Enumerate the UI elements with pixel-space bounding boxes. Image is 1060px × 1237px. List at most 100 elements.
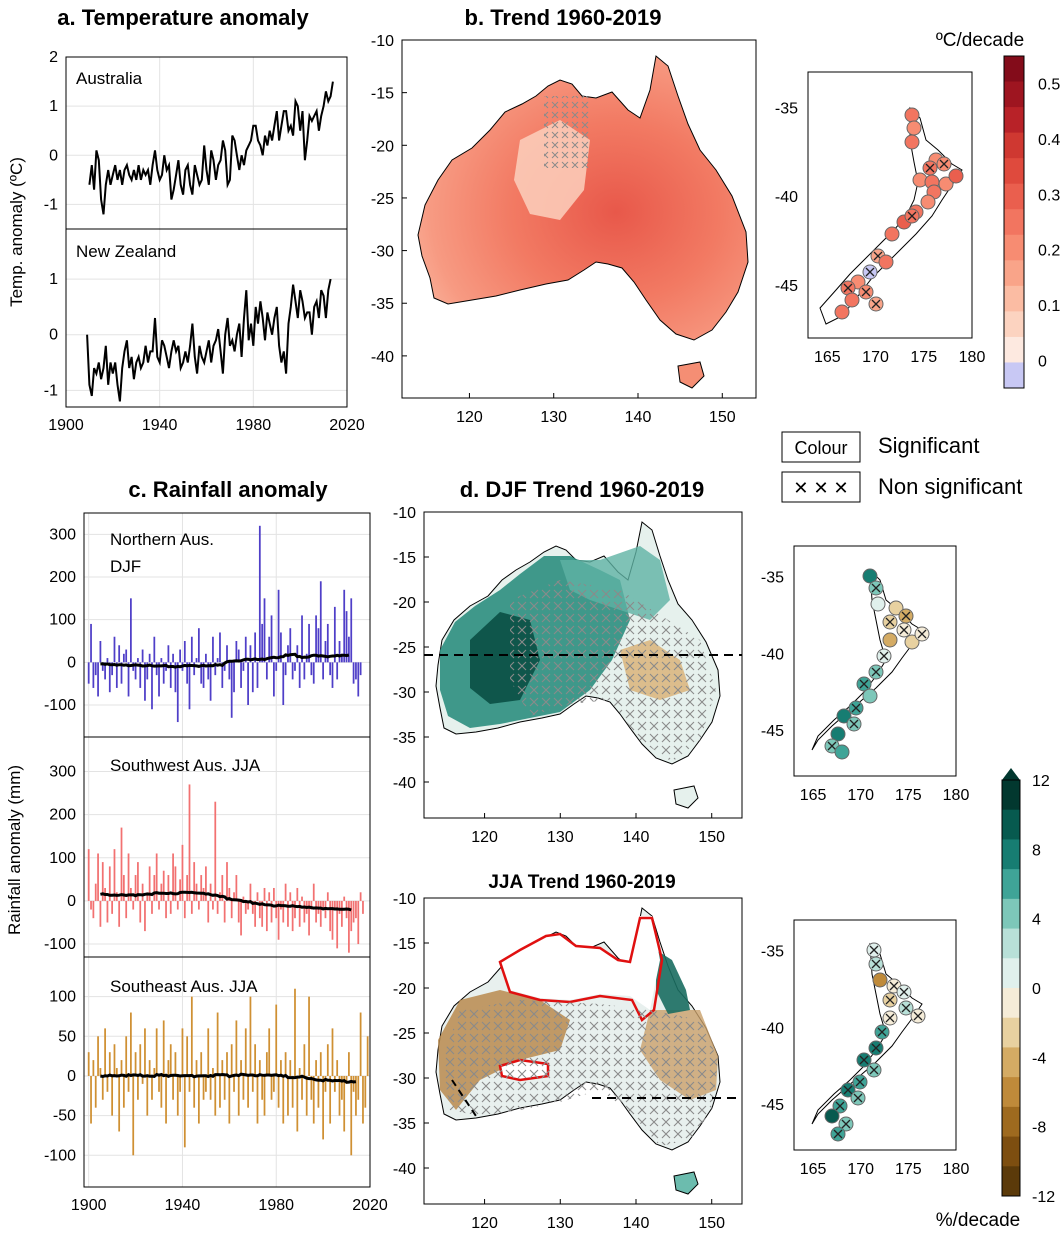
rainfall-bar [319,581,322,663]
rainfall-bar [359,662,362,676]
panel-c-xticks: 1900 1940 1980 2020 [71,1197,388,1214]
rainfall-bar [242,1075,245,1100]
rainfall-bar [190,636,193,663]
rainfall-bar [115,1068,118,1076]
station-marker [844,292,860,308]
map-ytick: -30 [393,1071,416,1088]
northern-aus-bars [87,525,362,723]
nz-ytick: -35 [775,100,798,117]
rainfall-bar [87,849,90,901]
rainfall-bar [99,900,102,927]
rainfall-bar [181,844,184,901]
panel-d-jja-nz-xticks: 165 170 175 180 [800,1161,970,1178]
map-ytick: -10 [393,891,416,908]
rainfall-bar [104,662,106,680]
rainfall-bar [120,827,123,901]
new-zealand-temp-line [86,278,332,402]
rainfall-bar [122,1075,125,1108]
station-cross [865,267,875,277]
c-xtick: 1980 [258,1197,294,1214]
rainfall-bar [195,1060,198,1076]
australia-label: Australia [76,69,143,88]
temp-colorbar-tick: 0.2 [1038,243,1060,260]
rainfall-bar [350,900,353,932]
rainfall-bar [120,662,123,684]
rainfall-bar [207,1028,210,1076]
rainfall-bar [362,1075,364,1124]
rainfall-bar [153,875,156,901]
station-marker [920,194,936,210]
rainfall-bar [169,1044,172,1076]
rainfall-bar [148,1060,151,1076]
rain-colorbar-swatch [1002,1047,1020,1078]
rainfall-bar [205,653,207,663]
rainfall-bar [153,1068,156,1076]
rainfall-bar [237,649,240,663]
nz-xtick: 165 [800,1161,827,1178]
rainfall-bar [296,1075,299,1132]
rainfall-bar [352,662,355,684]
rain-colorbar-tick: -4 [1032,1050,1046,1067]
rainfall-bar [221,662,224,688]
map-xtick: 140 [623,1215,650,1232]
rainfall-bar [247,662,249,705]
rainfall-bar [162,1020,165,1076]
rainfall-bar [287,900,289,927]
rainfall-bar [179,1075,181,1092]
rainfall-bar [212,900,214,910]
rainfall-bar [355,662,357,680]
rainfall-bar [340,653,343,663]
rainfall-bar [270,615,273,663]
rainfall-bar [249,883,252,901]
rainfall-bar [106,900,109,923]
c-ytick: -50 [53,1108,76,1125]
rainfall-bar [308,623,310,663]
rainfall-bar [322,662,324,680]
rain-colorbar-swatch [1002,958,1020,989]
rainfall-bar [139,1044,142,1076]
rainfall-bar [127,853,130,901]
rain-colorbar-swatches [1001,779,1021,1197]
temp-colorbar-ticks: 0.5 0.4 0.3 0.2 0.1 0 [1038,77,1060,371]
rainfall-bar [214,662,217,676]
rainfall-bar [223,662,226,671]
rainfall-bar [240,662,242,688]
rain-colorbar-swatch [1002,839,1020,870]
rainfall-bar [254,1044,257,1076]
rainfall-bar [216,900,219,914]
station-marker [834,744,850,760]
rainfall-bar [200,1052,203,1076]
temp-colorbar: ºC/decade 0.5 0.4 0.3 0.2 0.1 0 [936,30,1060,389]
temp-colorbar-swatch [1004,107,1024,134]
rainfall-bar [326,623,329,663]
rainfall-bar [340,900,343,927]
panel-b-yticks: -10 -15 -20 -25 -30 -35 -40 [371,33,407,366]
rainfall-bar [289,1060,292,1076]
map-ytick: -20 [371,138,394,155]
rainfall-bar [101,862,104,901]
panel-d-jja-yticks: -10 -15 -20 -25 -30 -35 -40 [393,891,429,1178]
rain-colorbar-tick: 0 [1032,981,1041,998]
rainfall-bar [254,632,257,663]
station-cross [925,163,935,173]
station-marker [882,632,898,648]
rainfall-bar [270,900,273,923]
rainfall-bar [132,900,135,910]
panel-d-djf-nz: -35 -40 -45 165 170 175 180 [761,545,969,804]
nz-ytick: -45 [775,278,798,295]
map-ytick: -35 [393,1116,416,1133]
panel-d-jja-title: JJA Trend 1960-2019 [488,872,675,893]
rainfall-bar [122,653,125,663]
rainfall-bar [244,1028,247,1076]
rainfall-bar [308,900,310,936]
panel-c-ylabel: Rainfall anomaly (mm) [5,765,24,935]
southeast-aus-bars [87,988,369,1156]
rainfall-bar [289,892,292,901]
rainfall-bar [303,900,306,923]
rainfall-bar [183,900,186,919]
rainfall-bar [362,900,364,914]
southwest-aus-label: Southwest Aus. JJA [110,756,261,775]
rainfall-bar [291,1075,294,1108]
rainfall-bar [289,628,292,663]
map-ytick: -20 [393,981,416,998]
